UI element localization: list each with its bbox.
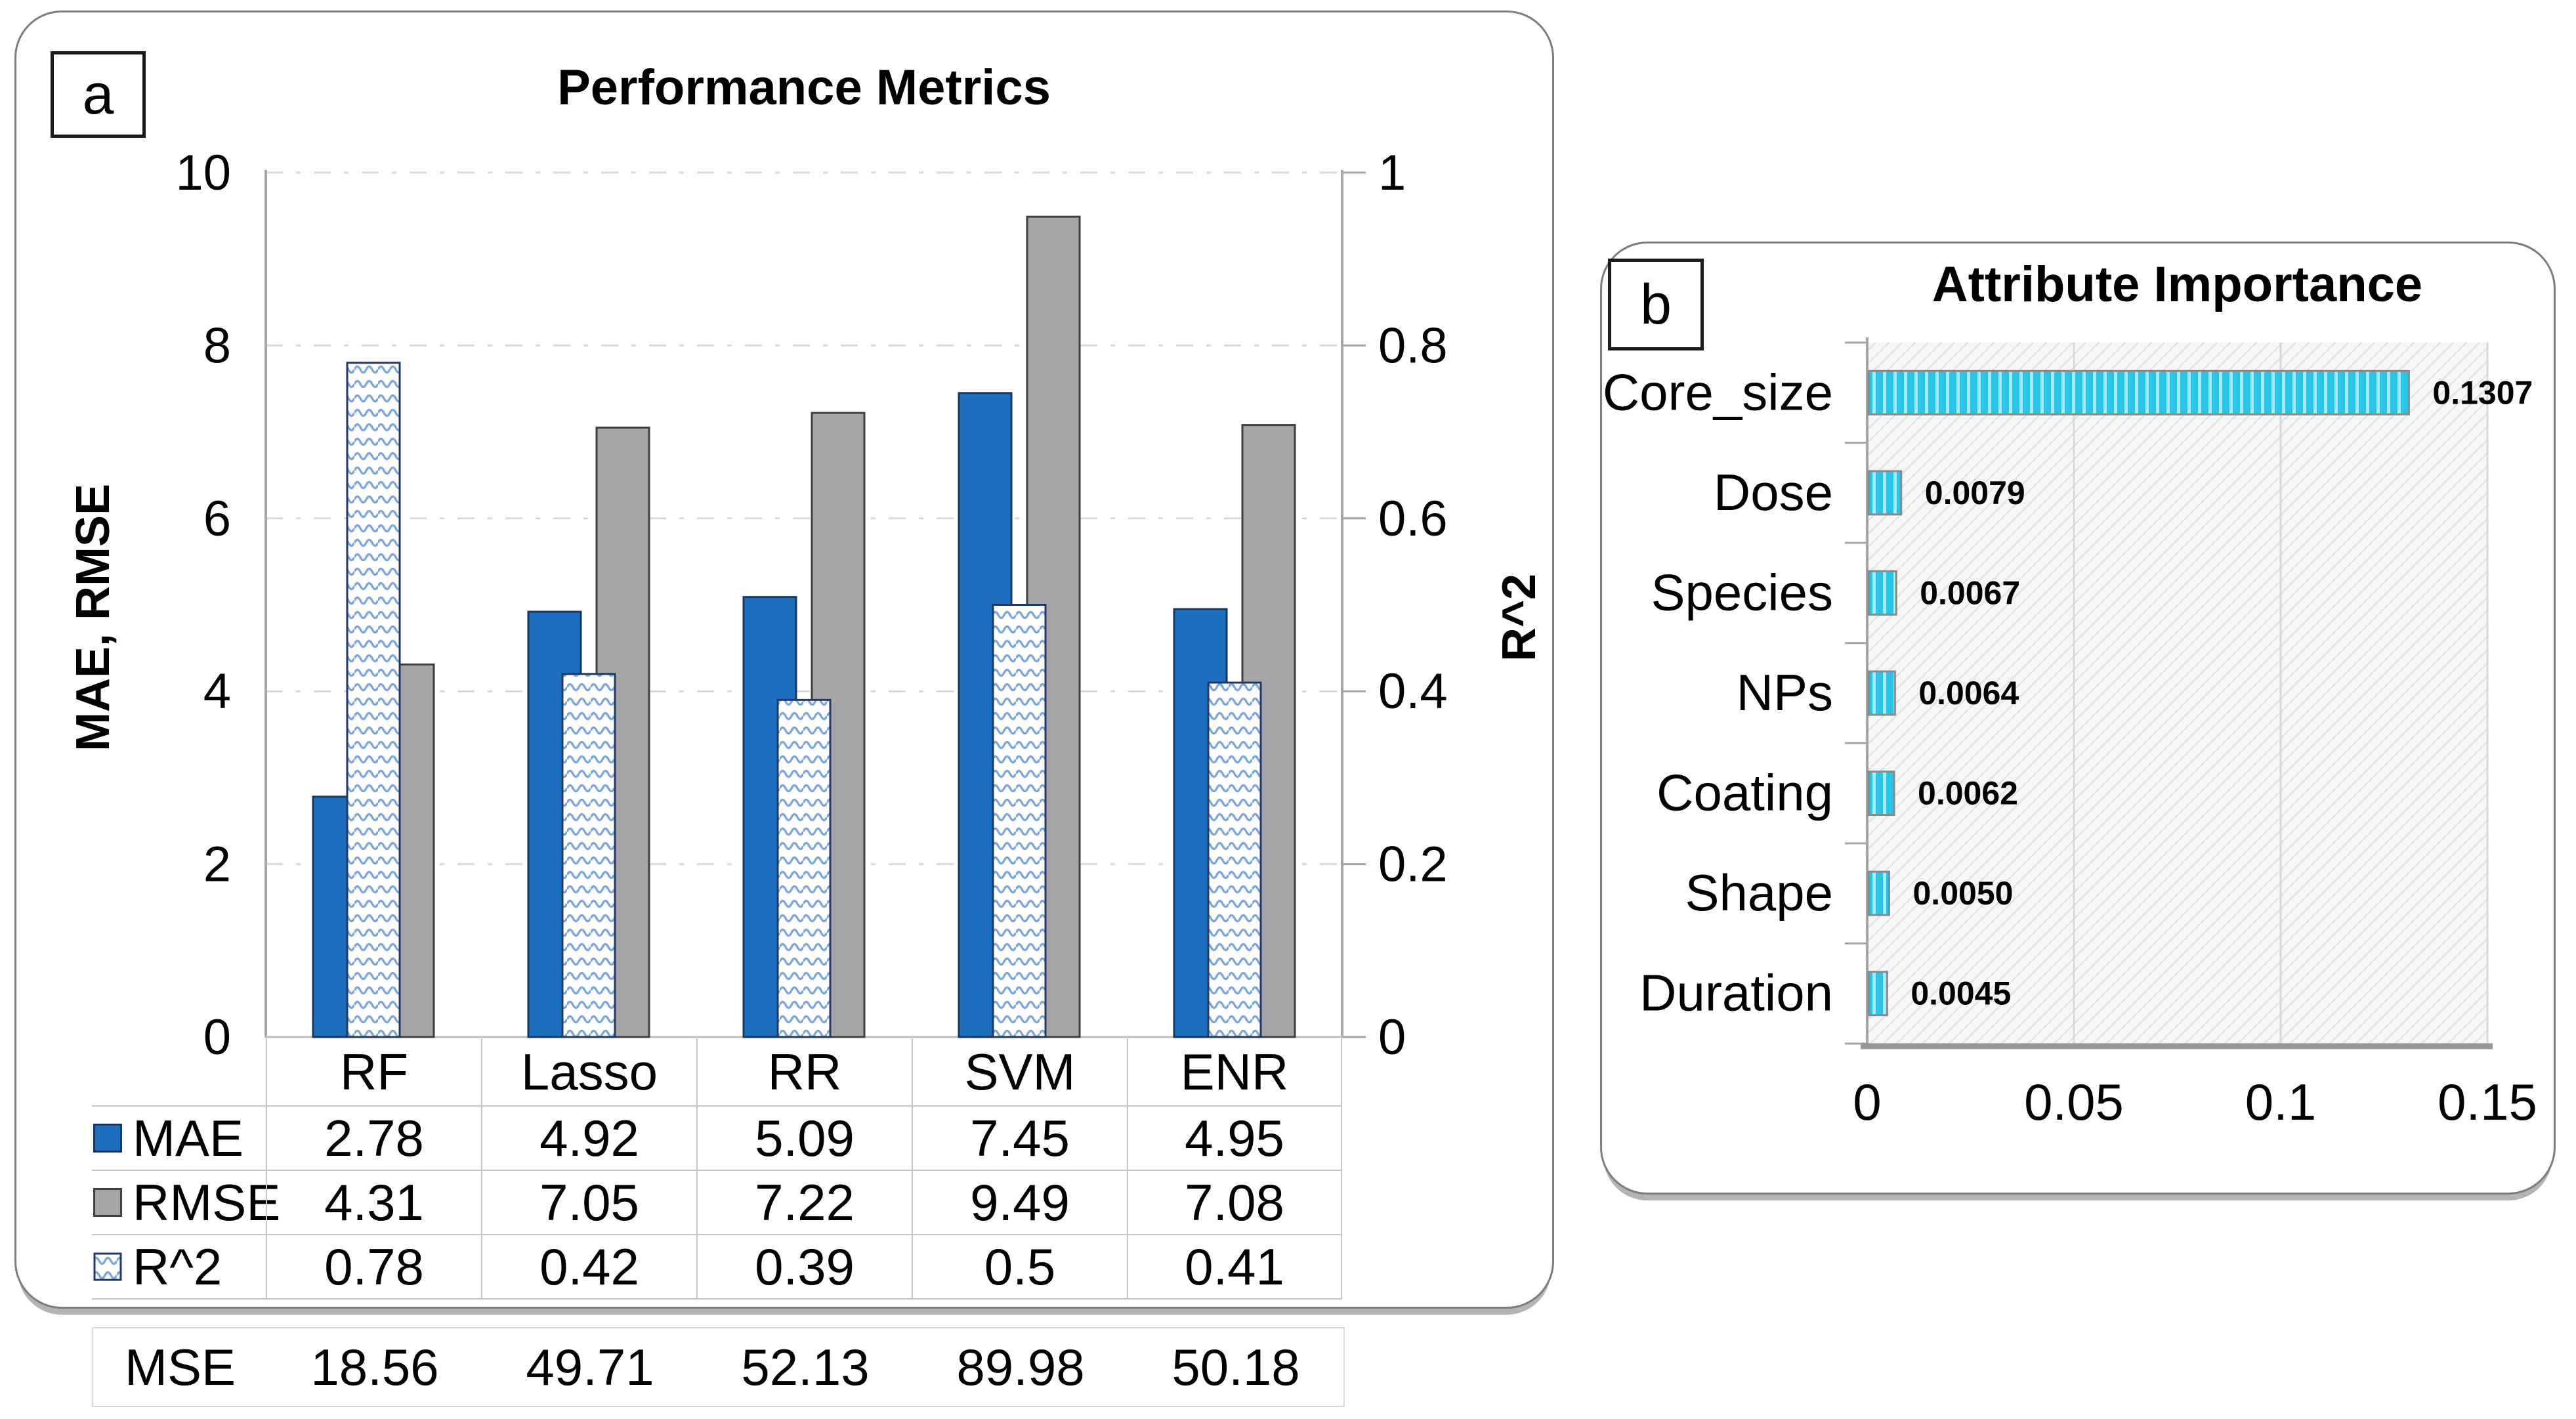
table-legend-mae: MAE (92, 1107, 266, 1171)
bar-r2-lasso (561, 673, 616, 1038)
left-axis-title: MAE, RMSE (67, 483, 119, 752)
right-tick-0.4: 0.4 (1378, 664, 1448, 719)
table-value-mae-svm: 7.45 (912, 1107, 1127, 1171)
importance-value-coating: 0.0062 (1918, 775, 2018, 812)
x-tick-0.05: 0.05 (2024, 1073, 2124, 1131)
importance-bar-core_size (1867, 370, 2410, 415)
category-label-duration: Duration (1639, 964, 1833, 1022)
category-label-species: Species (1651, 563, 1834, 621)
left-tick-8: 8 (203, 318, 231, 373)
table-header-svm: SVM (912, 1038, 1127, 1107)
plot-background (1867, 343, 2487, 1044)
importance-bar-coating (1867, 771, 1895, 816)
left-tick-6: 6 (203, 491, 231, 547)
left-tick-10: 10 (175, 145, 231, 201)
table-corner-cell (92, 1038, 266, 1107)
table-legend-rmse: RMSE (92, 1171, 280, 1235)
importance-bar-nps (1867, 670, 1896, 716)
table-legend-r^2: R^2 (92, 1235, 266, 1300)
legend-label-rmse: RMSE (133, 1173, 281, 1231)
importance-value-duration: 0.0045 (1911, 975, 2011, 1012)
importance-value-core_size: 0.1307 (2432, 374, 2533, 411)
table-value-mae-rr: 5.09 (696, 1107, 912, 1171)
category-label-dose: Dose (1714, 463, 1833, 521)
table-header-lasso: Lasso (481, 1038, 696, 1107)
mse-value-svm: 89.98 (956, 1338, 1085, 1396)
table-value-r^2-svm: 0.5 (912, 1235, 1127, 1300)
legend-key-mae-swatch (93, 1124, 122, 1153)
left-tick-0: 0 (203, 1009, 231, 1065)
importance-value-nps: 0.0064 (1918, 675, 2019, 711)
importance-bar-dose (1867, 470, 1903, 516)
x-tick-0.15: 0.15 (2438, 1073, 2537, 1131)
x-tick-0: 0 (1853, 1073, 1881, 1131)
table-value-r^2-lasso: 0.42 (481, 1235, 696, 1300)
table-value-mae-enr: 4.95 (1127, 1107, 1342, 1171)
panel-a-title: Performance Metrics (557, 60, 1051, 116)
mse-value-rr: 52.13 (741, 1338, 870, 1396)
importance-bar-duration (1867, 971, 1888, 1017)
table-value-r^2-enr: 0.41 (1127, 1235, 1342, 1300)
category-label-nps: NPs (1737, 664, 1833, 721)
mse-value-lasso: 49.71 (526, 1338, 654, 1396)
panel-b-tag: b (1608, 259, 1704, 350)
importance-value-species: 0.0067 (1920, 574, 2020, 611)
table-value-rmse-rf: 4.31 (266, 1171, 481, 1235)
legend-label-mae: MAE (133, 1109, 244, 1167)
performance-metrics-chart: 0 2 4 6 8 10 0 0.2 0.4 0.6 0.8 1 (175, 145, 1447, 1065)
right-tick-1: 1 (1378, 145, 1406, 201)
mse-table: MSE 18.56 49.71 52.13 89.98 50.18 (92, 1327, 1345, 1407)
bar-r2-enr (1207, 681, 1262, 1038)
right-tick-0.2: 0.2 (1378, 837, 1448, 893)
legend-key-rmse-swatch (93, 1188, 122, 1217)
table-header-enr: ENR (1127, 1038, 1342, 1107)
mse-value-rf: 18.56 (310, 1338, 439, 1396)
table-value-mae-lasso: 4.92 (481, 1107, 696, 1171)
metrics-data-table: RF Lasso RR SVM ENR MAE 2.78 4.92 5.09 7.45 4.95 RM… (92, 1038, 1342, 1300)
attribute-importance-chart: 0.1307 Core_size 0.0079 Dose 0.0067 Species 0.… (1603, 337, 2537, 1131)
table-value-rmse-lasso: 7.05 (481, 1171, 696, 1235)
panel-a-tag: a (51, 51, 146, 138)
category-label-core_size: Core_size (1603, 363, 1833, 421)
importance-value-shape: 0.0050 (1913, 875, 2014, 912)
importance-value-dose: 0.0079 (1925, 475, 2025, 511)
bar-r2-rf (346, 362, 401, 1038)
mse-value-enr: 50.18 (1172, 1338, 1300, 1396)
left-tick-2: 2 (203, 837, 231, 893)
left-tick-4: 4 (203, 664, 231, 719)
table-value-rmse-enr: 7.08 (1127, 1171, 1342, 1235)
table-value-rmse-svm: 9.49 (912, 1171, 1127, 1235)
bar-r2-rr (776, 698, 832, 1038)
category-label-shape: Shape (1685, 864, 1833, 921)
importance-bar-species (1867, 570, 1897, 616)
importance-bar-shape (1867, 870, 1890, 916)
table-header-rr: RR (696, 1038, 912, 1107)
table-value-mae-rf: 2.78 (266, 1107, 481, 1171)
right-axis-title: R^2 (1493, 573, 1546, 662)
table-header-rf: RF (266, 1038, 481, 1107)
mse-label: MSE (124, 1338, 236, 1396)
panel-b-title: Attribute Importance (1932, 257, 2423, 312)
table-value-rmse-rr: 7.22 (696, 1171, 912, 1235)
legend-label-r^2: R^2 (133, 1237, 222, 1296)
right-tick-0.6: 0.6 (1378, 491, 1448, 547)
table-value-r^2-rr: 0.39 (696, 1235, 912, 1300)
right-tick-0: 0 (1378, 1009, 1406, 1065)
table-value-r^2-rf: 0.78 (266, 1235, 481, 1300)
right-tick-0.8: 0.8 (1378, 318, 1448, 373)
x-tick-0.1: 0.1 (2245, 1073, 2316, 1131)
bar-r2-svm (992, 604, 1047, 1038)
legend-key-r2-swatch (93, 1252, 122, 1281)
category-label-coating: Coating (1657, 764, 1833, 822)
